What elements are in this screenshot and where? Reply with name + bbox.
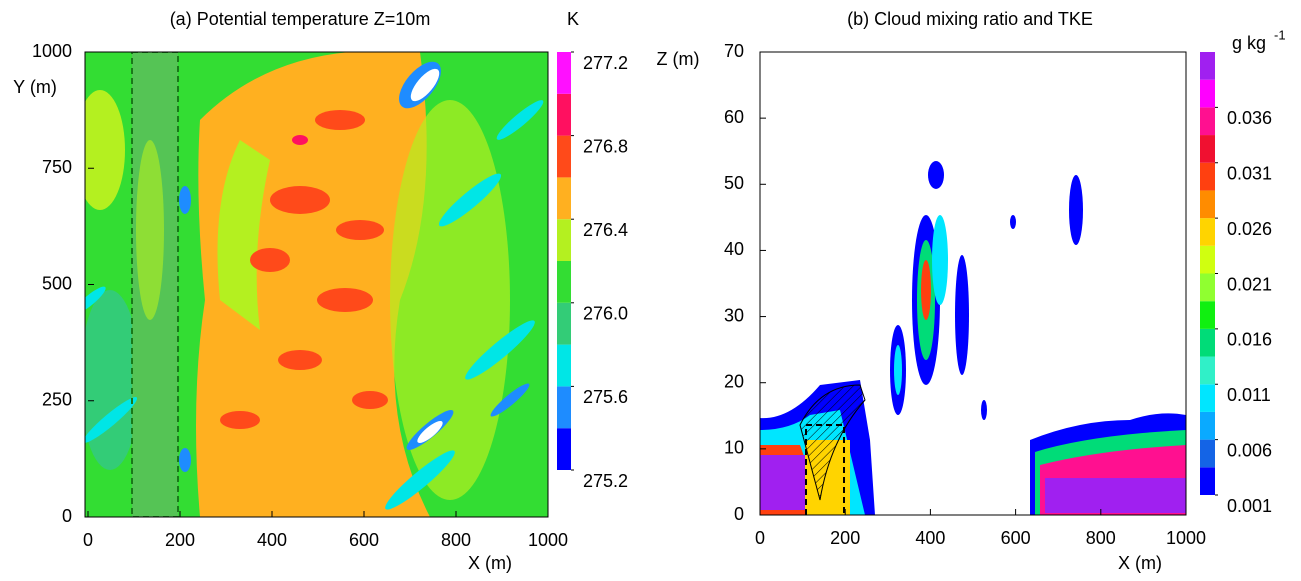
colorbar-tick-label: 0.021: [1227, 274, 1272, 294]
x-tick-label: 0: [755, 528, 765, 548]
plot-frame-a: [84, 51, 549, 518]
colorbar-band: [1200, 328, 1215, 357]
colorbar-band: [557, 428, 571, 470]
colorbar-tick-label: 276.0: [583, 304, 628, 324]
x-tick-label: 0: [83, 530, 93, 550]
x-tick-label: 200: [830, 528, 860, 548]
y-tick-label: 60: [724, 107, 744, 127]
colorbar-band: [1200, 52, 1215, 80]
x-tick-label: 1000: [1166, 528, 1206, 548]
colorbar-band: [1200, 107, 1215, 136]
colorbar-band: [557, 261, 571, 303]
colorbar-label-superscript: -1: [1274, 27, 1286, 42]
colorbar-band: [557, 302, 571, 345]
x-axis-label: X (m): [1118, 553, 1162, 573]
x-tick-label: 200: [165, 530, 195, 550]
colorbar-tick-label: 276.4: [583, 220, 628, 240]
colorbar-band: [1200, 135, 1215, 163]
y-tick-label: 10: [724, 438, 744, 458]
colorbar-tick-label: 0.016: [1227, 330, 1272, 350]
y-tick-label: 0: [734, 504, 744, 524]
colorbar-band: [1200, 190, 1215, 219]
colorbar-band: [1200, 467, 1215, 495]
colorbar-band: [1200, 411, 1215, 440]
y-axis-label: Y (m): [13, 77, 57, 97]
chart-title: (b) Cloud mixing ratio and TKE: [847, 9, 1093, 29]
y-axis-label: Z (m): [657, 49, 700, 69]
colorbar-label: K: [567, 9, 579, 29]
colorbar-tick-label: 0.006: [1227, 440, 1272, 460]
x-tick-label: 600: [1001, 528, 1031, 548]
x-tick-label: 400: [257, 530, 287, 550]
x-tick-label: 1000: [528, 530, 568, 550]
colorbar-tick-label: 275.6: [583, 387, 628, 407]
colorbar-tick-label: 277.2: [583, 53, 628, 73]
colorbar-band: [557, 52, 571, 94]
x-tick-label: 400: [915, 528, 945, 548]
plot-frame-b: [759, 51, 1187, 516]
colorbar-band: [1200, 384, 1215, 412]
colorbar-band: [1200, 162, 1215, 191]
colorbar-tick-label: 275.2: [583, 471, 628, 491]
colorbar-band: [1200, 79, 1215, 108]
y-tick-label: 20: [724, 371, 744, 391]
colorbar-band: [557, 219, 571, 261]
y-tick-label: 750: [42, 157, 72, 177]
x-axis-label: X (m): [468, 553, 512, 573]
colorbar-band: [1200, 356, 1215, 385]
colorbar-band: [1200, 218, 1215, 246]
x-tick-label: 800: [1086, 528, 1116, 548]
y-tick-label: 1000: [32, 41, 72, 61]
y-tick-label: 40: [724, 239, 744, 259]
y-tick-label: 0: [62, 506, 72, 526]
colorbar-label: g kg: [1232, 33, 1266, 53]
y-tick-label: 50: [724, 173, 744, 193]
field-a: [85, 52, 548, 517]
x-tick-label: 800: [441, 530, 471, 550]
colorbar-tick-label: 0.011: [1227, 385, 1271, 405]
colorbar-band: [1200, 439, 1215, 468]
colorbar-tick-label: 0.001: [1227, 496, 1272, 516]
y-tick-label: 70: [724, 41, 744, 61]
colorbar-band: [557, 135, 571, 178]
colorbar-band: [1200, 301, 1215, 329]
y-tick-label: 500: [42, 273, 72, 293]
colorbar-band: [557, 93, 571, 136]
colorbar-band: [557, 177, 571, 220]
y-tick-label: 30: [724, 305, 744, 325]
colorbar-tick-label: 276.8: [583, 136, 628, 156]
colorbar-band: [1200, 245, 1215, 274]
field-b: [760, 161, 1186, 515]
y-tick-label: 250: [42, 390, 72, 410]
x-tick-label: 600: [349, 530, 379, 550]
colorbar-band: [557, 386, 571, 429]
colorbar-band: [557, 344, 571, 387]
colorbar-tick-label: 0.036: [1227, 108, 1272, 128]
colorbar-tick-label: 0.031: [1227, 164, 1272, 184]
colorbar-band: [1200, 273, 1215, 302]
chart-title: (a) Potential temperature Z=10m: [170, 9, 431, 29]
colorbar-tick-label: 0.026: [1227, 219, 1272, 239]
